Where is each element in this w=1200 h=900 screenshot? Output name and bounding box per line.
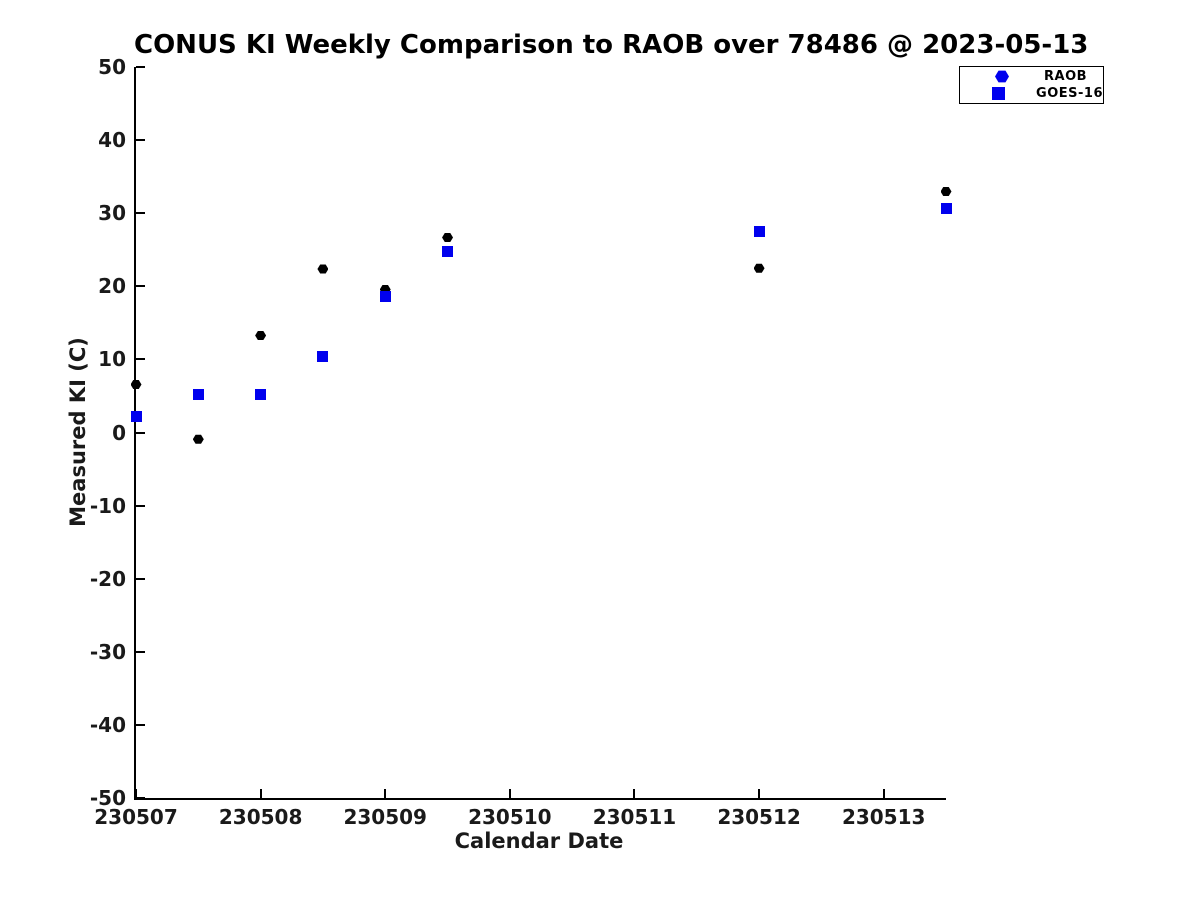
y-tick-mark [136, 139, 145, 142]
y-tick-mark [136, 358, 145, 361]
y-tick-mark [136, 723, 145, 726]
raob-point [317, 264, 329, 274]
goes-16-point [130, 410, 142, 422]
y-tick-label: -20 [89, 566, 126, 591]
legend-label-raob: RAOB [1044, 69, 1088, 84]
y-tick-mark [136, 577, 145, 580]
x-tick-mark [882, 789, 885, 798]
legend: RAOB GOES-16 [959, 66, 1104, 104]
legend-row-raob: RAOB [960, 68, 1103, 85]
plot-area: -50 -40 -30 -20 -10 0 10 20 30 40 50 230507 230508 23… [90, 55, 952, 829]
x-tick-label: 230512 [717, 805, 801, 829]
goes16-legend-square-icon [991, 87, 1005, 100]
x-tick-mark [259, 789, 262, 798]
raob-point [255, 331, 267, 340]
x-tick-label: 230510 [468, 805, 552, 829]
y-tick-mark [136, 66, 145, 68]
x-tick-mark [135, 789, 137, 798]
x-tick-mark [633, 789, 636, 798]
raob-point [379, 284, 391, 294]
x-tick-label: 230508 [218, 805, 303, 829]
goes-16-point [753, 225, 765, 237]
y-tick-label: 20 [98, 274, 126, 299]
goes-16-point [379, 291, 391, 303]
x-tick-label: 230509 [343, 805, 427, 829]
y-tick-mark [136, 431, 145, 434]
y-tick-mark [136, 504, 145, 507]
y-tick-label: 50 [98, 55, 126, 79]
y-tick-label: -50 [89, 786, 126, 810]
y-tick-mark [136, 285, 145, 288]
legend-marker-cell [960, 70, 1044, 83]
goes-16-point [442, 246, 454, 258]
y-tick-label: -10 [89, 493, 126, 518]
y-tick-label: 30 [98, 201, 126, 226]
goes-16-point [255, 388, 267, 400]
raob-point [442, 233, 454, 243]
x-tick-mark [384, 789, 387, 798]
goes-16-point [192, 388, 204, 400]
raob-point [130, 379, 142, 389]
y-tick-mark [136, 650, 145, 653]
y-tick-label: -40 [89, 712, 126, 737]
legend-row-goes16: GOES-16 [960, 85, 1103, 102]
raob-point [753, 263, 765, 273]
x-tick-label: 230507 [94, 805, 178, 829]
x-tick-mark [758, 789, 761, 798]
y-tick-label: -30 [89, 639, 126, 664]
y-tick-label: 0 [112, 420, 126, 445]
legend-label-goes16: GOES-16 [1036, 86, 1103, 101]
raob-point [940, 187, 952, 196]
chart-title: CONUS KI Weekly Comparison to RAOB over … [134, 30, 1089, 60]
raob-legend-hexagon-icon [995, 70, 1009, 83]
x-tick-label: 230511 [592, 805, 677, 829]
legend-marker-cell [960, 87, 1036, 100]
y-tick-mark [136, 797, 145, 799]
raob-point [192, 434, 204, 444]
x-axis-label: Calendar Date [454, 829, 624, 853]
y-tick-label: 40 [98, 128, 126, 153]
x-tick-mark [508, 789, 511, 798]
y-tick-label: 10 [98, 347, 126, 372]
goes-16-point [317, 350, 329, 362]
y-tick-mark [136, 212, 145, 215]
x-tick-label: 230513 [841, 805, 926, 829]
goes-16-point [940, 203, 952, 215]
